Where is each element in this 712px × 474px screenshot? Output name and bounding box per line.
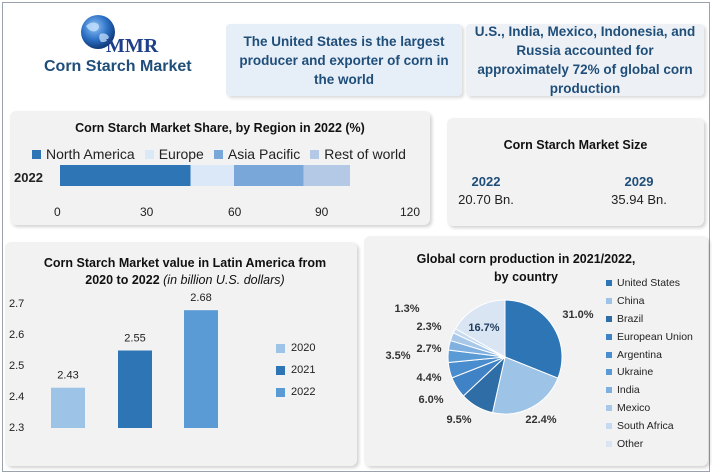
- pie-slice-united-states: [504, 299, 563, 379]
- pie-label-south-africa: 1.3%: [394, 303, 419, 315]
- data-label-2020: 2.43: [57, 370, 78, 382]
- pie-label-brazil: 9.5%: [446, 414, 471, 426]
- legend-label: Mexico: [617, 402, 651, 415]
- legend-label: 2021: [291, 364, 316, 376]
- y-tick: 2.4: [9, 391, 25, 403]
- x-tick: 90: [315, 205, 329, 219]
- market-size-title: Corn Starch Market Size: [503, 138, 648, 152]
- legend-item-ukraine: Ukraine: [606, 363, 693, 381]
- logo: MMR: [62, 12, 182, 62]
- latin-title-unit: (in billion U.S. dollars): [163, 273, 285, 287]
- latin-america-title: Corn Starch Market value in Latin Americ…: [30, 255, 340, 289]
- legend-label: European Union: [617, 330, 693, 343]
- fact-text-2: U.S., India, Mexico, Indonesia, and Russ…: [474, 24, 696, 96]
- latin-title-main: Corn Starch Market value in Latin Americ…: [43, 256, 327, 287]
- legend-label: 2020: [291, 342, 316, 354]
- legend-item-europe: Europe: [144, 146, 204, 162]
- x-tick: 120: [400, 205, 421, 219]
- region-share-title: Corn Starch Market Share, by Region in 2…: [75, 121, 365, 135]
- legend-item-2021: 2021: [276, 359, 315, 381]
- legend-item-2020: 2020: [276, 337, 315, 359]
- legend-item-united-states: United States: [606, 274, 693, 292]
- pie-slice-china: [491, 356, 559, 415]
- region-share-legend: North America Europe Asia Pacific Rest o…: [32, 146, 406, 162]
- globe-icon: MMR: [81, 15, 159, 57]
- y-tick: 2.5: [9, 360, 25, 372]
- logo-text: MMR: [106, 35, 159, 57]
- x-tick: 0: [54, 205, 61, 219]
- market-size-value-2029: 35.94 Bn.: [611, 192, 667, 207]
- legend-item-china: China: [606, 292, 693, 310]
- y-tick: 2.7: [9, 298, 25, 310]
- pie-label-other: 16.7%: [468, 322, 499, 334]
- legend-item-european-union: European Union: [606, 328, 693, 346]
- legend-label: Rest of world: [324, 146, 406, 162]
- market-size-year-2029: 2029: [624, 174, 654, 189]
- legend-label: Europe: [158, 146, 204, 162]
- pie-label-european-union: 6.0%: [418, 394, 443, 406]
- bar-rest-of-world: [303, 165, 350, 186]
- legend-item-rest-of-world: Rest of world: [310, 146, 406, 162]
- pie-label-mexico: 2.3%: [416, 321, 441, 333]
- legend-label: North America: [46, 146, 135, 162]
- y-tick: 2.6: [9, 329, 25, 341]
- legend-item-north-america: North America: [32, 146, 135, 162]
- bar-2022: [184, 310, 218, 428]
- legend-label: Other: [617, 437, 644, 450]
- latin-america-legend: 2020 2021 2022: [276, 337, 315, 403]
- bar-north-america: [60, 165, 191, 186]
- market-size-value-2022: 20.70 Bn.: [458, 192, 514, 207]
- legend-label: 2022: [291, 386, 316, 398]
- legend-item-brazil: Brazil: [606, 310, 693, 328]
- global-production-legend: United States China Brazil European Unio…: [606, 274, 693, 453]
- pie-label-ukraine: 3.5%: [385, 350, 410, 362]
- legend-label: China: [617, 294, 645, 307]
- fact-box-1: The United States is the largest produce…: [226, 24, 462, 96]
- market-size-year-2022: 2022: [471, 174, 501, 189]
- bar-2020: [51, 387, 85, 428]
- legend-item-mexico: Mexico: [606, 399, 693, 417]
- row-label: 2022: [14, 170, 43, 185]
- brand-title: Corn Starch Market: [44, 58, 192, 75]
- latin-america-panel: [5, 242, 357, 466]
- pie-label-argentina: 4.4%: [416, 372, 441, 384]
- pie-label-china: 22.4%: [525, 414, 556, 426]
- pie-slice-other: [454, 299, 506, 358]
- legend-label: Ukraine: [617, 366, 654, 379]
- bar-europe: [190, 165, 234, 186]
- legend-item-2022: 2022: [276, 381, 315, 403]
- legend-item-south-africa: South Africa: [606, 417, 693, 435]
- global-production-title: Global corn production in 2021/2022, by …: [416, 252, 636, 284]
- data-label-2022: 2.68: [190, 292, 211, 304]
- legend-label: Brazil: [617, 312, 644, 325]
- market-size-panel: [447, 118, 704, 226]
- x-tick: 30: [140, 205, 154, 219]
- legend-label: Argentina: [617, 348, 662, 361]
- legend-label: South Africa: [617, 420, 674, 433]
- legend-label: India: [617, 384, 640, 397]
- bar-asia-pacific: [234, 165, 304, 186]
- fact-text-1: The United States is the largest produce…: [239, 33, 449, 87]
- bar-2021: [118, 350, 152, 428]
- y-tick: 2.3: [9, 422, 25, 434]
- legend-label: Asia Pacific: [227, 146, 301, 162]
- data-label-2021: 2.55: [124, 333, 145, 345]
- legend-item-india: India: [606, 381, 693, 399]
- pie-label-united-states: 31.0%: [562, 309, 593, 321]
- legend-item-other: Other: [606, 435, 693, 453]
- legend-item-argentina: Argentina: [606, 346, 693, 364]
- legend-item-asia-pacific: Asia Pacific: [213, 146, 301, 162]
- x-tick: 60: [228, 205, 242, 219]
- legend-label: United States: [617, 276, 681, 289]
- pie-label-india: 2.7%: [416, 343, 441, 355]
- fact-box-2: U.S., India, Mexico, Indonesia, and Russ…: [466, 24, 704, 96]
